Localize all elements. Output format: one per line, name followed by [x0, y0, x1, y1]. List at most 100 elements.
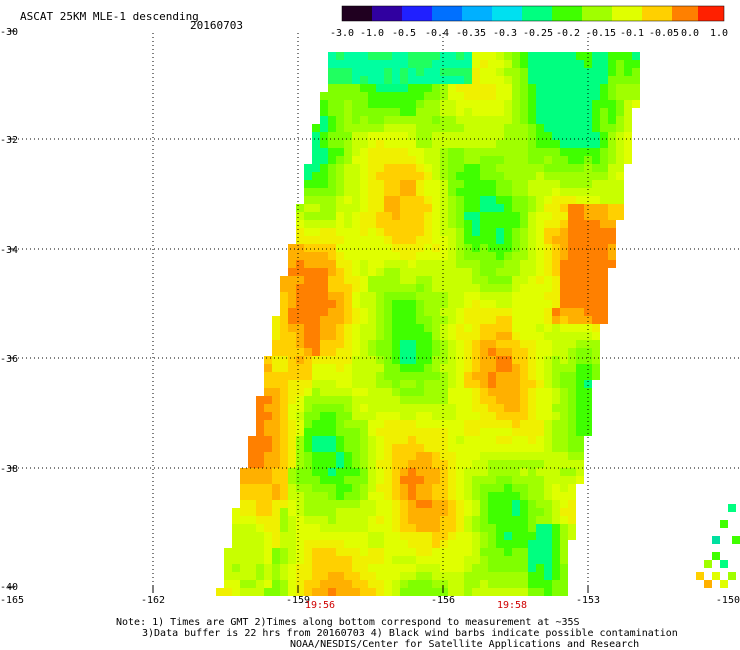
swath-cell [456, 108, 464, 116]
swath-cell [448, 124, 456, 132]
swath-cell [288, 356, 296, 364]
swath-cell [536, 588, 544, 596]
swath-cell [464, 220, 472, 228]
swath-cell [440, 196, 448, 204]
swath-cell [312, 396, 320, 404]
swath-cell [560, 404, 568, 412]
swath-cell [256, 404, 264, 412]
swath-cell [496, 76, 504, 84]
swath-cell [504, 332, 512, 340]
swath-cell [440, 508, 448, 516]
swath-cell [376, 572, 384, 580]
swath-cell [376, 364, 384, 372]
swath-cell [472, 452, 480, 460]
swath-cell [552, 356, 560, 364]
swath-cell [576, 68, 584, 76]
swath-cell [384, 556, 392, 564]
swath-cell [448, 148, 456, 156]
swath-cell [528, 196, 536, 204]
swath-cell [304, 508, 312, 516]
swath-cell [528, 324, 536, 332]
swath-cell [312, 412, 320, 420]
swath-cell [520, 308, 528, 316]
swath-cell [544, 148, 552, 156]
swath-cell [512, 508, 520, 516]
swath-cell [312, 556, 320, 564]
swath-cell [512, 548, 520, 556]
swath-cell [528, 364, 536, 372]
swath-cell [296, 476, 304, 484]
swath-cell [512, 236, 520, 244]
swath-cell [552, 460, 560, 468]
swath-cell [552, 484, 560, 492]
swath-cell [344, 76, 352, 84]
swath-cell [320, 204, 328, 212]
swath-cell [384, 228, 392, 236]
swath-cell [392, 524, 400, 532]
swath-cell [280, 380, 288, 388]
swath-cell [352, 396, 360, 404]
swath-cell [424, 260, 432, 268]
swath-cell [496, 204, 504, 212]
swath-cell [352, 252, 360, 260]
swath-cell [448, 100, 456, 108]
swath-cell [544, 356, 552, 364]
swath-cell [328, 276, 336, 284]
swath-cell [424, 52, 432, 60]
swath-cell [600, 52, 608, 60]
swath-cell [416, 428, 424, 436]
swath-cell [560, 348, 568, 356]
swath-cell [264, 572, 272, 580]
swath-cell [400, 540, 408, 548]
swath-cell [472, 404, 480, 412]
swath-cell [432, 476, 440, 484]
swath-cell [512, 100, 520, 108]
swath-cell [480, 356, 488, 364]
swath-cell [528, 68, 536, 76]
swath-cell [584, 268, 592, 276]
swath-cell [488, 84, 496, 92]
swath-cell [320, 244, 328, 252]
swath-cell [464, 204, 472, 212]
swath-cell [480, 292, 488, 300]
swath-cell [456, 164, 464, 172]
swath-cell [272, 324, 280, 332]
swath-cell [504, 492, 512, 500]
swath-cell [496, 324, 504, 332]
swath-cell [584, 420, 592, 428]
swath-cell [368, 292, 376, 300]
swath-cell [240, 508, 248, 516]
swath-cell [400, 132, 408, 140]
swath-cell [528, 156, 536, 164]
swath-cell [416, 540, 424, 548]
swath-cell [448, 500, 456, 508]
swath-cell [416, 436, 424, 444]
swath-cell [288, 252, 296, 260]
swath-cell [576, 380, 584, 388]
swath-cell [384, 180, 392, 188]
swath-cell [560, 428, 568, 436]
swath-cell [432, 220, 440, 228]
swath-cell [360, 468, 368, 476]
swath-cell [480, 268, 488, 276]
swath-cell [496, 92, 504, 100]
swath-cell [376, 316, 384, 324]
swath-cell [504, 300, 512, 308]
swath-cell [416, 564, 424, 572]
swath-cell [352, 204, 360, 212]
swath-cell [320, 196, 328, 204]
swath-cell [304, 476, 312, 484]
swath-cell [304, 180, 312, 188]
swath-cell [528, 188, 536, 196]
swath-cell [360, 132, 368, 140]
swath-cell [336, 396, 344, 404]
swath-cell [544, 212, 552, 220]
swath-cell [504, 108, 512, 116]
swath-cell [384, 364, 392, 372]
swath-cell [488, 564, 496, 572]
swath-cell [384, 548, 392, 556]
swath-cell [320, 100, 328, 108]
swath-cell [536, 116, 544, 124]
swath-cell [480, 532, 488, 540]
swath-cell [440, 428, 448, 436]
